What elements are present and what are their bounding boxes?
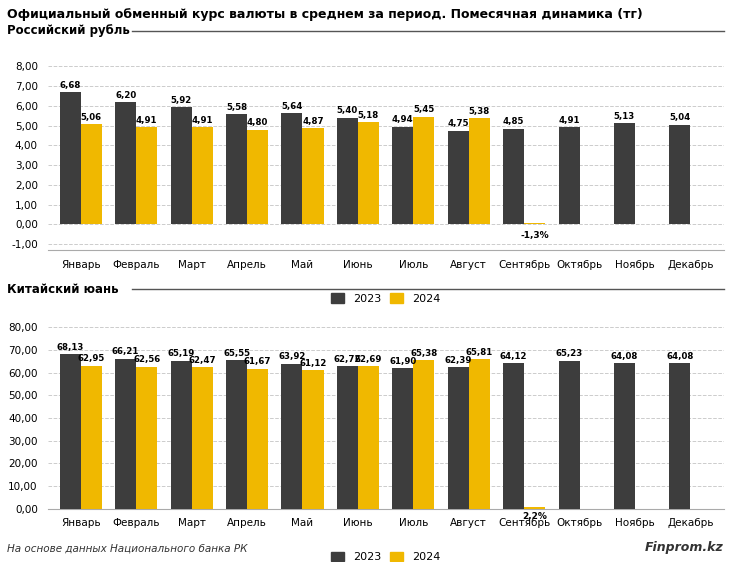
- Text: Finprom.kz: Finprom.kz: [645, 541, 724, 554]
- Text: 62,56: 62,56: [133, 355, 160, 364]
- Bar: [358, 122, 379, 224]
- Text: 6,20: 6,20: [115, 90, 136, 99]
- Text: 5,64: 5,64: [281, 102, 303, 111]
- Text: Официальный обменный курс валюты в среднем за период. Помесячная динамика (тг): Официальный обменный курс валюты в средн…: [7, 8, 643, 21]
- Bar: [281, 364, 303, 509]
- Text: 61,90: 61,90: [389, 357, 417, 366]
- Text: 4,91: 4,91: [558, 116, 580, 125]
- Bar: [136, 128, 157, 224]
- Text: 5,92: 5,92: [170, 96, 192, 105]
- Bar: [80, 124, 102, 224]
- Text: 4,75: 4,75: [447, 119, 469, 128]
- Text: 63,92: 63,92: [279, 352, 306, 361]
- Text: 4,87: 4,87: [302, 117, 324, 126]
- Bar: [170, 107, 192, 224]
- Text: 62,47: 62,47: [189, 356, 216, 365]
- Bar: [115, 102, 136, 224]
- Bar: [170, 361, 192, 509]
- Text: 5,40: 5,40: [337, 106, 358, 115]
- Bar: [447, 130, 469, 224]
- Bar: [393, 127, 413, 224]
- Text: 66,21: 66,21: [112, 347, 140, 356]
- Text: 5,18: 5,18: [357, 111, 379, 120]
- Text: 62,72: 62,72: [333, 355, 361, 364]
- Bar: [614, 363, 635, 509]
- Legend: 2023, 2024: 2023, 2024: [326, 547, 445, 562]
- Bar: [469, 118, 490, 224]
- Text: 61,67: 61,67: [244, 357, 271, 366]
- Text: 68,13: 68,13: [56, 343, 84, 352]
- Text: 65,19: 65,19: [167, 350, 194, 359]
- Bar: [226, 114, 247, 224]
- Bar: [281, 113, 303, 224]
- Text: 65,81: 65,81: [466, 348, 493, 357]
- Bar: [60, 93, 80, 224]
- Bar: [247, 130, 268, 224]
- Text: 4,85: 4,85: [503, 117, 524, 126]
- Text: 62,39: 62,39: [444, 356, 472, 365]
- Legend: 2023, 2024: 2023, 2024: [326, 289, 445, 309]
- Text: 64,08: 64,08: [611, 352, 638, 361]
- Bar: [469, 360, 490, 509]
- Text: 2,2%: 2,2%: [522, 512, 547, 521]
- Bar: [192, 128, 213, 224]
- Bar: [60, 354, 80, 509]
- Bar: [337, 366, 358, 509]
- Bar: [115, 359, 136, 509]
- Text: Российский рубль: Российский рубль: [7, 24, 130, 38]
- Text: 5,58: 5,58: [226, 103, 247, 112]
- Bar: [303, 128, 324, 224]
- Text: 62,69: 62,69: [355, 355, 382, 364]
- Bar: [413, 117, 434, 224]
- Bar: [614, 123, 635, 224]
- Text: Китайский юань: Китайский юань: [7, 283, 119, 296]
- Bar: [558, 361, 580, 509]
- Text: 4,80: 4,80: [247, 118, 268, 127]
- Text: 64,08: 64,08: [666, 352, 694, 361]
- Text: 4,94: 4,94: [392, 115, 414, 124]
- Bar: [358, 366, 379, 509]
- Text: 5,06: 5,06: [80, 113, 102, 122]
- Text: 6,68: 6,68: [59, 81, 81, 90]
- Text: 65,55: 65,55: [223, 348, 250, 357]
- Bar: [503, 363, 524, 509]
- Bar: [413, 360, 434, 509]
- Text: 62,95: 62,95: [77, 355, 105, 364]
- Text: 61,12: 61,12: [299, 359, 327, 368]
- Text: 5,04: 5,04: [670, 114, 691, 123]
- Text: 4,91: 4,91: [136, 116, 157, 125]
- Text: 5,45: 5,45: [413, 105, 434, 114]
- Text: На основе данных Национального банка РК: На основе данных Национального банка РК: [7, 543, 248, 554]
- Bar: [524, 223, 545, 224]
- Text: 65,23: 65,23: [556, 350, 583, 359]
- Bar: [524, 507, 545, 509]
- Bar: [558, 128, 580, 224]
- Text: 64,12: 64,12: [500, 352, 527, 361]
- Bar: [303, 370, 324, 509]
- Bar: [136, 367, 157, 509]
- Bar: [503, 129, 524, 224]
- Bar: [337, 118, 358, 224]
- Bar: [226, 360, 247, 509]
- Text: 5,13: 5,13: [614, 112, 635, 121]
- Text: 4,91: 4,91: [192, 116, 213, 125]
- Bar: [670, 363, 691, 509]
- Text: 5,38: 5,38: [469, 107, 490, 116]
- Bar: [80, 366, 102, 509]
- Text: -1,3%: -1,3%: [520, 231, 549, 240]
- Bar: [447, 367, 469, 509]
- Bar: [670, 125, 691, 224]
- Bar: [192, 367, 213, 509]
- Bar: [393, 368, 413, 509]
- Bar: [247, 369, 268, 509]
- Text: 65,38: 65,38: [410, 349, 437, 358]
